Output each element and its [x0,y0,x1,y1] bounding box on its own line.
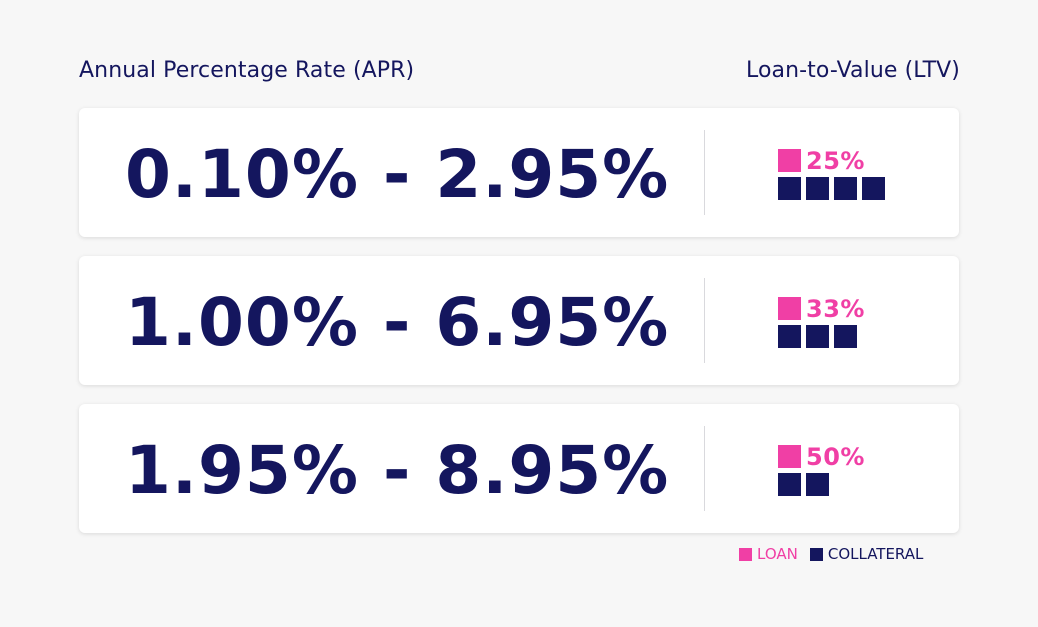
ltv-indicator: 50% [778,443,918,497]
legend: LOAN COLLATERAL [739,545,923,563]
collateral-square [806,177,829,200]
collateral-square [778,325,801,348]
rate-card: 1.00% - 6.95% 33% [79,256,959,385]
loan-square [778,149,801,172]
ltv-percentage: 50% [806,443,865,471]
ltv-percentage: 33% [806,295,865,323]
collateral-square [834,177,857,200]
collateral-square [862,177,885,200]
loan-square [778,297,801,320]
collateral-square [806,325,829,348]
ltv-indicator: 25% [778,147,918,201]
apr-header: Annual Percentage Rate (APR) [79,58,415,83]
loan-legend-swatch [739,547,752,561]
card-divider [704,426,705,511]
collateral-legend-swatch [809,547,823,561]
apr-range: 1.00% - 6.95% [125,284,670,361]
loan-square [778,445,801,468]
collateral-squares [778,325,862,348]
loan-legend-label: LOAN [757,545,798,563]
collateral-squares [778,473,834,496]
rate-card: 0.10% - 2.95% 25% [79,108,959,237]
collateral-square [834,325,857,348]
collateral-legend-label: COLLATERAL [827,545,924,563]
card-divider [704,278,705,363]
collateral-square [806,473,829,496]
collateral-squares [778,177,890,200]
collateral-square [778,177,801,200]
card-divider [704,130,705,215]
ltv-indicator: 33% [778,295,918,349]
apr-range: 0.10% - 2.95% [125,136,670,213]
rate-card: 1.95% - 8.95% 50% [79,404,959,533]
collateral-square [778,473,801,496]
ltv-percentage: 25% [806,147,865,175]
ltv-header: Loan-to-Value (LTV) [745,58,960,83]
apr-range: 1.95% - 8.95% [125,432,670,509]
